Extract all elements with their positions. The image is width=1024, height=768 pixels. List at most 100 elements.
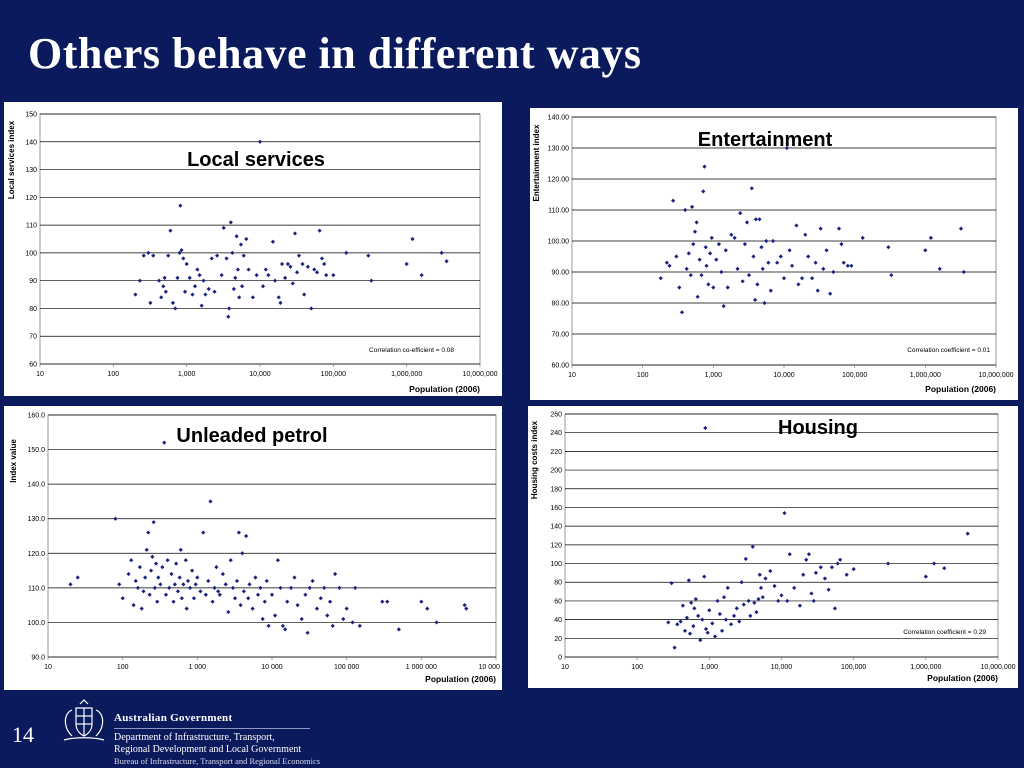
- data-point: [794, 223, 799, 228]
- data-point: [165, 558, 170, 563]
- data-point: [841, 260, 846, 265]
- x-tick-label: 1 000 000: [406, 664, 437, 671]
- data-point: [179, 248, 184, 253]
- y-tick-label: 90.00: [551, 270, 569, 277]
- x-tick-label: 10 000 000: [478, 664, 502, 671]
- y-tick-label: 90: [29, 278, 37, 285]
- data-point: [849, 263, 854, 268]
- data-point: [228, 558, 233, 563]
- data-point: [305, 630, 310, 635]
- data-point: [319, 256, 325, 261]
- data-point: [965, 531, 970, 536]
- data-point: [333, 571, 338, 577]
- data-point: [325, 613, 330, 618]
- data-point: [464, 606, 469, 611]
- data-point: [806, 254, 811, 259]
- data-point: [677, 285, 682, 290]
- data-point: [168, 228, 173, 233]
- y-tick-label: 80.00: [551, 301, 569, 308]
- data-point: [725, 285, 730, 290]
- data-point: [236, 530, 241, 535]
- data-point: [942, 566, 947, 571]
- data-point: [120, 596, 125, 601]
- y-tick-label: 70.00: [551, 332, 569, 339]
- correlation-annotation: Correlation coefficient = 0.29: [903, 629, 986, 636]
- data-point: [263, 267, 268, 272]
- data-point: [314, 270, 320, 275]
- data-point: [163, 289, 168, 294]
- x-tick-label: 1,000,000: [910, 372, 941, 379]
- data-point: [886, 245, 891, 250]
- x-tick-label: 100 000: [334, 664, 359, 671]
- data-point: [239, 284, 245, 289]
- data-point: [815, 288, 820, 293]
- data-point: [192, 284, 198, 289]
- data-point: [292, 231, 298, 236]
- data-point: [784, 145, 790, 151]
- entertainment-chart: 60.00 70.00 80.00 90.00 100.00 110.00 120.00 13…: [532, 115, 1014, 395]
- data-point: [173, 306, 178, 311]
- data-point: [829, 565, 835, 570]
- data-point: [753, 217, 758, 222]
- data-point: [658, 276, 663, 281]
- y-tick-label: 40: [554, 617, 562, 624]
- data-point: [235, 267, 241, 272]
- data-point: [958, 226, 964, 231]
- data-point: [312, 267, 317, 272]
- data-point: [305, 264, 311, 269]
- data-point: [244, 533, 249, 539]
- data-point: [671, 198, 676, 203]
- x-tick-label: 1 000: [189, 664, 207, 671]
- y-tick-label: 90.0: [31, 655, 45, 662]
- chart-panel-housing: 0 20 40 60 80 100 120 140 160 180 200 220 240 260 10 10…: [528, 406, 1018, 688]
- data-point: [285, 261, 290, 267]
- y-tick-label: 70: [29, 334, 37, 341]
- y-tick-label: 220: [550, 449, 562, 456]
- data-point: [809, 591, 814, 596]
- x-tick-label: 1,000,000: [391, 371, 422, 378]
- data-point: [260, 284, 266, 289]
- data-point: [410, 236, 415, 242]
- y-tick-label: 20: [554, 636, 562, 643]
- data-point: [836, 226, 842, 231]
- x-tick-label: 1,000: [178, 371, 196, 378]
- x-tick-label: 10: [36, 371, 44, 378]
- data-point: [781, 276, 787, 281]
- data-point: [296, 253, 302, 258]
- y-tick-label: 120.00: [548, 177, 570, 184]
- data-point: [191, 596, 197, 601]
- data-point: [961, 269, 966, 275]
- y-tick-label: 140: [550, 524, 562, 531]
- data-point: [227, 306, 232, 311]
- data-point: [737, 619, 742, 624]
- data-point: [318, 596, 323, 601]
- y-tick-label: 110: [26, 223, 37, 230]
- y-tick-label: 80: [29, 306, 37, 313]
- data-point: [238, 242, 244, 247]
- x-tick-label: 100: [631, 664, 643, 671]
- data-point: [755, 282, 760, 287]
- y-tick-label: 120: [25, 195, 37, 202]
- data-point: [203, 592, 208, 597]
- y-tick-label: 110.00: [548, 208, 569, 215]
- data-point: [117, 582, 122, 587]
- x-tick-label: 100: [117, 664, 129, 671]
- data-point: [369, 278, 374, 283]
- y-tick-label: 240: [550, 430, 562, 437]
- x-axis-label: Population (2006): [925, 384, 996, 394]
- data-point: [279, 261, 285, 267]
- y-tick-label: 130: [25, 167, 37, 174]
- chart-panel-local-services: 60 70 80 90 100 110 120 130 140 150 10 100 1,000 10,0…: [4, 102, 502, 396]
- data-point: [217, 592, 222, 597]
- y-tick-label: 100.0: [27, 620, 45, 627]
- local-services-chart: 60 70 80 90 100 110 120 130 140 150 10 100 1,000 10,0…: [7, 112, 498, 395]
- data-point: [860, 235, 865, 240]
- data-point: [171, 599, 176, 604]
- data-point: [302, 292, 307, 297]
- data-point: [931, 561, 937, 566]
- data-point: [419, 273, 424, 278]
- data-point: [324, 273, 329, 278]
- data-point: [749, 186, 754, 191]
- data-point: [143, 575, 148, 580]
- data-point: [75, 575, 80, 580]
